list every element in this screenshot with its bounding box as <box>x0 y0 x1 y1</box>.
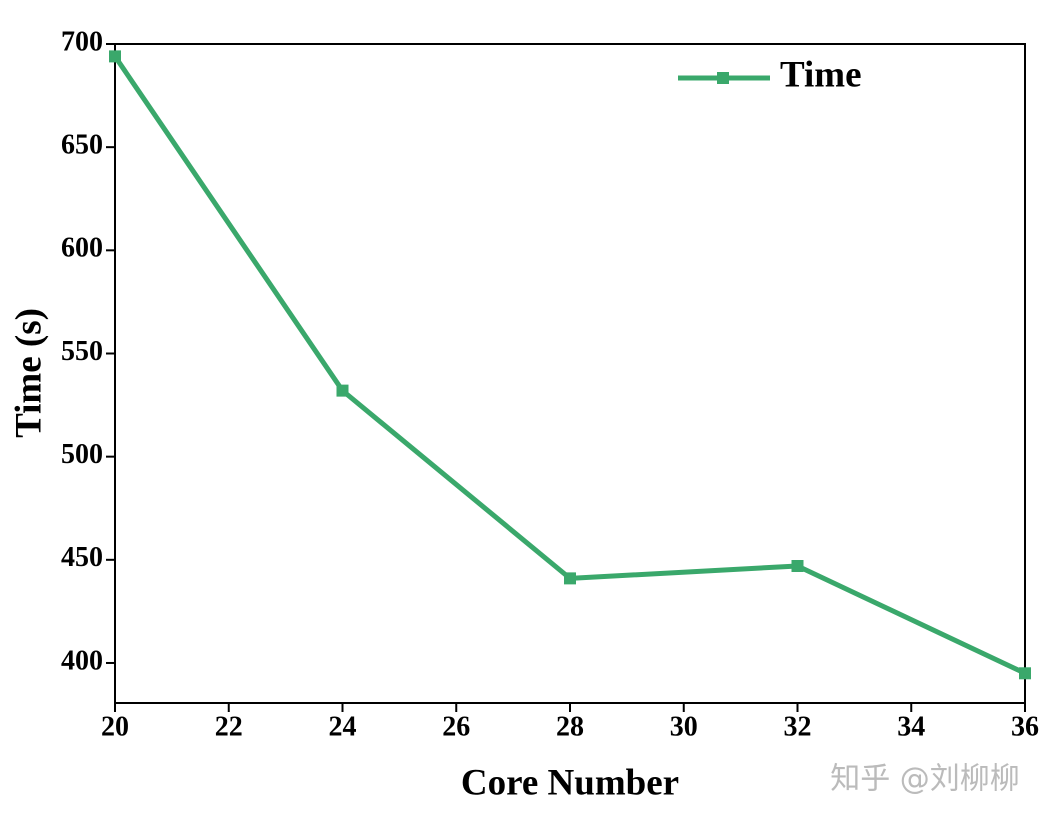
x-tick-label: 20 <box>101 711 129 742</box>
marker <box>564 572 576 585</box>
x-tick-label: 28 <box>556 711 584 742</box>
x-tick-label: 22 <box>215 711 243 742</box>
marker <box>1019 667 1031 680</box>
x-tick-label: 30 <box>670 711 698 742</box>
y-tick-label: 400 <box>61 645 103 676</box>
y-tick-label: 450 <box>61 542 103 573</box>
y-axis-title: Time (s) <box>8 308 49 438</box>
plot-frame <box>114 43 1026 704</box>
x-tick-label: 32 <box>784 711 812 742</box>
marker <box>791 560 804 573</box>
watermark: 知乎 @刘柳柳 <box>830 762 1020 797</box>
y-tick-label: 500 <box>61 439 103 470</box>
y-tick-label: 700 <box>61 26 103 57</box>
legend-label: Time <box>780 54 862 95</box>
y-tick-label: 600 <box>61 233 103 264</box>
legend-marker <box>717 72 729 84</box>
x-tick-label: 34 <box>897 711 925 742</box>
y-tick-label: 550 <box>61 336 103 367</box>
x-axis-title: Core Number <box>461 762 679 803</box>
marker <box>109 50 121 63</box>
y-tick-label: 650 <box>61 130 103 161</box>
x-tick-label: 24 <box>329 711 357 742</box>
x-tick-label: 26 <box>442 711 470 742</box>
x-tick-label: 36 <box>1011 711 1039 742</box>
marker <box>336 384 349 397</box>
